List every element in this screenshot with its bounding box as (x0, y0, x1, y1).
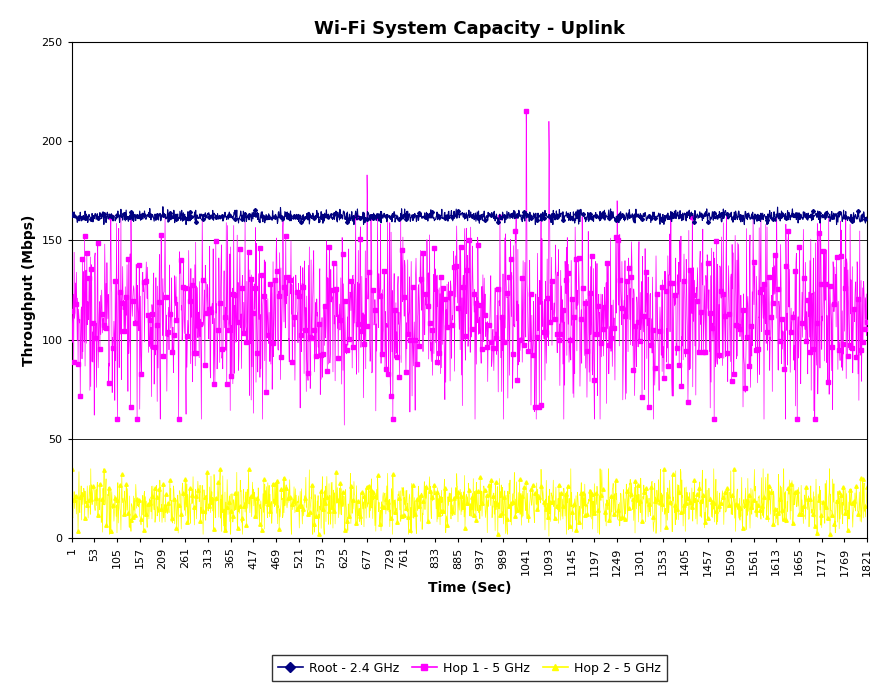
Root - 2.4 GHz (543, 213, 553, 222)
Root - 2.4 GHz (383, 212, 393, 220)
Hop 1 - 5 GHz (230, 291, 240, 299)
Root - 2.4 GHz (582, 212, 593, 220)
Root - 2.4 GHz (181, 220, 191, 229)
Hop 1 - 5 GHz (521, 107, 532, 115)
Root - 2.4 GHz (157, 203, 168, 211)
Hop 1 - 5 GHz (582, 347, 593, 356)
Hop 2 - 5 GHz (396, 512, 407, 520)
Title: Wi-Fi System Capacity - Uplink: Wi-Fi System Capacity - Uplink (314, 20, 625, 38)
Hop 2 - 5 GHz (544, 532, 554, 540)
Line: Hop 1 - 5 GHz: Hop 1 - 5 GHz (70, 110, 869, 427)
Root - 2.4 GHz (397, 212, 408, 220)
Y-axis label: Throughput (Mbps): Throughput (Mbps) (21, 215, 36, 366)
Hop 2 - 5 GHz (382, 507, 392, 515)
Hop 1 - 5 GHz (383, 212, 393, 221)
Root - 2.4 GHz (674, 215, 685, 223)
Hop 2 - 5 GHz (862, 483, 873, 491)
Hop 1 - 5 GHz (339, 421, 350, 429)
Legend: Root - 2.4 GHz, Hop 1 - 5 GHz, Hop 2 - 5 GHz: Root - 2.4 GHz, Hop 1 - 5 GHz, Hop 2 - 5… (272, 656, 667, 681)
Root - 2.4 GHz (862, 212, 873, 221)
Hop 2 - 5 GHz (230, 489, 240, 497)
Hop 1 - 5 GHz (674, 237, 685, 245)
Hop 1 - 5 GHz (543, 333, 553, 342)
Line: Hop 2 - 5 GHz: Hop 2 - 5 GHz (70, 467, 869, 538)
X-axis label: Time (Sec): Time (Sec) (427, 581, 511, 595)
Hop 1 - 5 GHz (66, 306, 77, 315)
Hop 2 - 5 GHz (542, 498, 552, 506)
Hop 2 - 5 GHz (582, 501, 593, 510)
Hop 2 - 5 GHz (674, 488, 685, 496)
Hop 2 - 5 GHz (66, 465, 77, 473)
Hop 1 - 5 GHz (397, 266, 408, 275)
Root - 2.4 GHz (66, 211, 77, 219)
Root - 2.4 GHz (231, 212, 241, 220)
Hop 1 - 5 GHz (862, 317, 873, 326)
Line: Root - 2.4 GHz: Root - 2.4 GHz (70, 206, 869, 226)
